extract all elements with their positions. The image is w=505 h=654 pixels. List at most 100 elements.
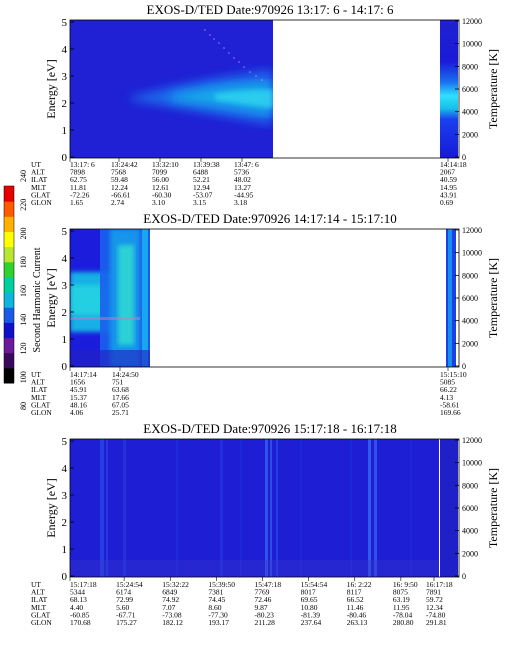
colorbar-tick-label: 140 bbox=[19, 314, 28, 326]
ephemeris-value: 67.05 bbox=[112, 400, 129, 409]
ephemeris-value: 56.00 bbox=[152, 175, 169, 184]
ephemeris-value: -60.85 bbox=[70, 610, 90, 619]
right-tick-label: 6000 bbox=[462, 294, 478, 303]
panel-3-title: EXOS-D/TED Date:970926 15:17:18 - 16:17:… bbox=[143, 421, 396, 436]
spectrogram-stripe bbox=[123, 439, 126, 577]
y-tick-label: 2 bbox=[62, 517, 68, 529]
y-tick-label: 5 bbox=[62, 436, 68, 448]
right-tick-label: 0 bbox=[462, 362, 466, 371]
ephemeris-value: 13.27 bbox=[234, 183, 251, 192]
ephemeris-value: 16: 2:22 bbox=[347, 580, 372, 589]
ephemeris-row-label: GLAT bbox=[31, 400, 51, 409]
ephemeris-value: 291.81 bbox=[426, 618, 447, 627]
ephemeris-value: 13:32:10 bbox=[152, 160, 179, 169]
ephemeris-row-label: GLAT bbox=[31, 190, 51, 199]
panel-2-right-label: Temperature [K] bbox=[486, 258, 500, 338]
ephemeris-row-label: ILAT bbox=[31, 595, 48, 604]
ephemeris-row-label: MLT bbox=[31, 603, 47, 612]
spectrogram-stripe bbox=[374, 439, 377, 577]
ephemeris-value: 193.17 bbox=[208, 618, 229, 627]
ephemeris-value: 4.40 bbox=[70, 603, 83, 612]
ephemeris-value: 8.60 bbox=[208, 603, 221, 612]
panel-2-right-axis: 0 2000 4000 6000 8000 10000 12000 bbox=[455, 226, 482, 371]
panel-1-right-axis: 0 2000 4000 6000 8000 10000 12000 bbox=[455, 17, 482, 162]
panel-3-right-label: Temperature [K] bbox=[486, 468, 500, 548]
panel-3-y-label: Energy [eV] bbox=[44, 478, 58, 537]
ephemeris-value: 3.10 bbox=[152, 198, 165, 207]
ephemeris-value: 13:39:38 bbox=[193, 160, 220, 169]
ephemeris-value: 74.45 bbox=[208, 595, 225, 604]
ephemeris-value: 182.12 bbox=[162, 618, 183, 627]
colorbar-swatch bbox=[4, 201, 14, 217]
right-tick-label: 0 bbox=[462, 572, 466, 581]
right-tick-label: 0 bbox=[462, 153, 466, 162]
ephemeris-value: 11.81 bbox=[70, 183, 87, 192]
panel-2-title: EXOS-D/TED Date:970926 14:17:14 - 15:17:… bbox=[143, 211, 396, 226]
ephemeris-row-label: GLAT bbox=[31, 610, 51, 619]
ephemeris-value: 13:47: 6 bbox=[234, 160, 259, 169]
y-tick-label: 5 bbox=[62, 17, 68, 29]
ephemeris-value: 5085 bbox=[440, 378, 455, 387]
ephemeris-value: -77.30 bbox=[208, 610, 228, 619]
right-tick-label: 4000 bbox=[462, 108, 478, 117]
y-tick-label: 0 bbox=[62, 361, 68, 373]
ephemeris-value: 12.34 bbox=[426, 603, 443, 612]
colorbar-tick-label: 120 bbox=[19, 343, 28, 355]
ephemeris-value: 7891 bbox=[426, 588, 441, 597]
colorbar-tick-label: 80 bbox=[19, 402, 28, 410]
spectrogram-stripe bbox=[265, 439, 268, 577]
right-tick-label: 2000 bbox=[462, 339, 478, 348]
ephemeris-value: 45.91 bbox=[70, 385, 87, 394]
ephemeris-value: 14:24:50 bbox=[112, 370, 139, 379]
colorbar-swatch bbox=[4, 261, 14, 278]
ephemeris-value: 1.65 bbox=[70, 198, 83, 207]
colorbar-tick-label: 200 bbox=[19, 228, 28, 240]
ephemeris-value: 48.02 bbox=[234, 175, 251, 184]
colorbar-swatch bbox=[4, 246, 14, 263]
ephemeris-value: 3.15 bbox=[193, 198, 206, 207]
panel-1-spectrogram bbox=[70, 20, 273, 158]
ephemeris-value: 8017 bbox=[301, 588, 316, 597]
right-tick-label: 12000 bbox=[462, 226, 482, 235]
spectrogram-stripe bbox=[368, 439, 371, 577]
ephemeris-row-label: MLT bbox=[31, 183, 47, 192]
colorbar-tick-label: 240 bbox=[19, 170, 28, 182]
ephemeris-value: 7099 bbox=[152, 168, 167, 177]
y-tick-label: 4 bbox=[62, 463, 68, 475]
colorbar-tick-label: 220 bbox=[19, 199, 28, 211]
ephemeris-row-label: UT bbox=[31, 580, 41, 589]
right-tick-label: 10000 bbox=[462, 459, 482, 468]
panel-1-temperature-strip bbox=[440, 20, 458, 158]
panel-2-y-axis: 0 1 2 3 4 5 bbox=[62, 226, 74, 373]
ephemeris-value: 0.69 bbox=[440, 198, 453, 207]
y-tick-label: 3 bbox=[62, 490, 68, 502]
ephemeris-value: -81.39 bbox=[301, 610, 321, 619]
ephemeris-value: 63.19 bbox=[393, 595, 410, 604]
panel-2-spectrogram bbox=[70, 229, 150, 367]
spectrogram-stripe bbox=[270, 439, 272, 577]
panel-1-y-axis: 0 1 2 3 4 5 bbox=[62, 17, 74, 164]
colorbar-swatch bbox=[4, 322, 14, 339]
right-tick-label: 8000 bbox=[462, 62, 478, 71]
ephemeris-value: 2067 bbox=[440, 168, 455, 177]
ephemeris-value: 12.94 bbox=[193, 183, 210, 192]
right-tick-label: 8000 bbox=[462, 481, 478, 490]
ephemeris-value: 263.13 bbox=[347, 618, 368, 627]
ephemeris-value: 66.22 bbox=[440, 385, 457, 394]
ephemeris-row-label: UT bbox=[31, 370, 41, 379]
ephemeris-value: 74.92 bbox=[162, 595, 179, 604]
ephemeris-value: 751 bbox=[112, 378, 124, 387]
colorbar-swatch bbox=[4, 337, 14, 354]
panel-1: EXOS-D/TED Date:970926 13:17: 6 - 14:17:… bbox=[31, 2, 500, 207]
ephemeris-value: 237.64 bbox=[301, 618, 322, 627]
ephemeris-value: 40.59 bbox=[440, 175, 457, 184]
ephemeris-value: 62.75 bbox=[70, 175, 87, 184]
colorbar-swatch bbox=[4, 352, 14, 369]
panel-3-y-axis: 0 1 2 3 4 5 bbox=[62, 436, 74, 583]
right-tick-label: 6000 bbox=[462, 504, 478, 513]
ephemeris-value: 4.13 bbox=[440, 393, 453, 402]
